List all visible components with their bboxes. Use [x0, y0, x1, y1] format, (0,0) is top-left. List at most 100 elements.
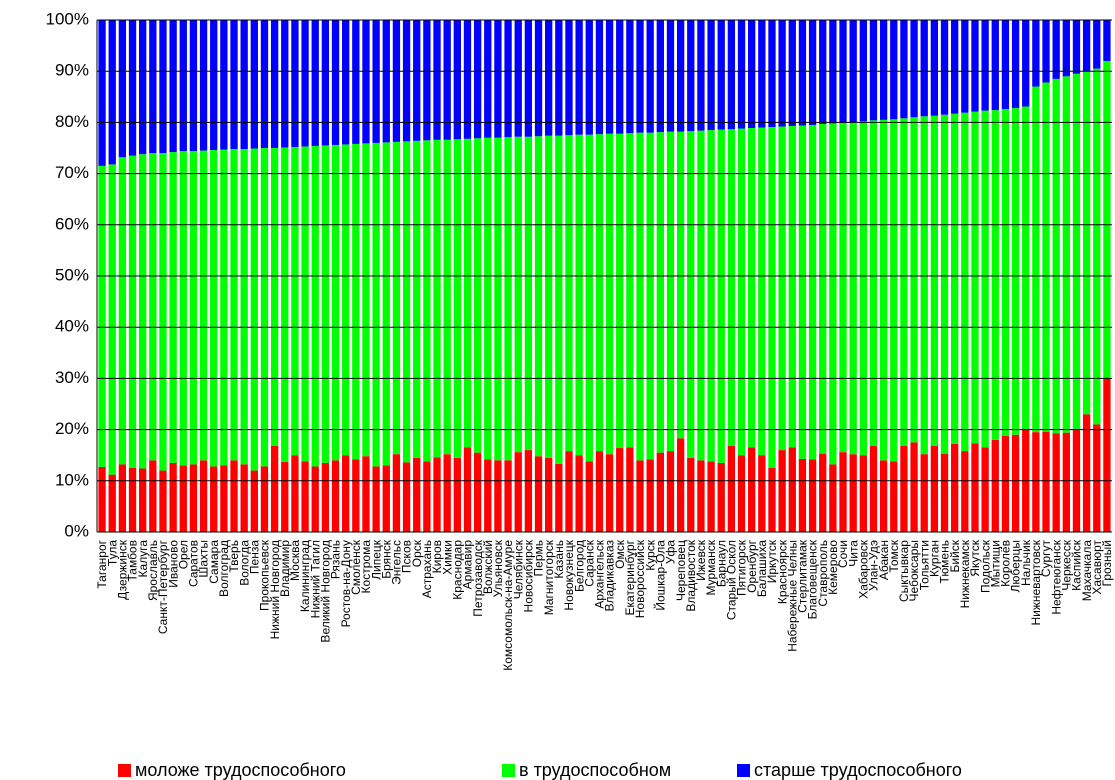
bar-segment: [961, 112, 969, 452]
bar-segment: [951, 20, 959, 114]
bar-segment: [555, 135, 563, 464]
x-tick-label: Томск: [887, 539, 901, 572]
bar-segment: [605, 454, 614, 532]
bar-segment: [768, 20, 776, 128]
bar-segment: [433, 457, 441, 532]
bar-segment: [453, 20, 461, 140]
x-tick-label: Сочи: [836, 540, 850, 568]
x-tick-label: Москва: [288, 540, 302, 581]
x-tick-label: Владивосток: [684, 539, 698, 611]
bar-segment: [494, 137, 502, 461]
x-tick-label: Хабаровск: [856, 539, 870, 599]
x-tick-label: Екатеринбург: [623, 539, 637, 615]
x-tick-label: Пятигорск: [735, 539, 749, 596]
bar-segment: [463, 447, 472, 532]
bar-segment: [301, 461, 309, 532]
bar-segment: [484, 459, 492, 532]
x-tick-label: Калининград: [298, 540, 312, 612]
bar-segment: [687, 131, 695, 458]
bar-segment: [524, 450, 533, 532]
bar-segment: [768, 468, 776, 532]
bar-segment: [372, 20, 380, 143]
bar-segment: [1082, 414, 1091, 532]
x-tick-label: Ижевск: [694, 539, 708, 581]
x-tick-label: Таганрог: [95, 539, 109, 588]
bar-segment: [372, 142, 380, 467]
bar-segment: [443, 454, 451, 532]
bar-segment: [199, 150, 208, 461]
x-tick-label: Казань: [552, 540, 566, 579]
bar-segment: [1052, 78, 1060, 434]
x-tick-label: Петрозаводск: [471, 539, 485, 616]
bar-segment: [869, 120, 878, 446]
bar-segment: [1032, 86, 1040, 433]
x-tick-label: Мытищи: [988, 540, 1002, 587]
bar-segment: [149, 20, 157, 154]
bar-segment: [1011, 108, 1020, 435]
bar-segment: [778, 450, 786, 532]
x-tick-label: Абакан: [877, 540, 891, 580]
x-tick-label: Владикавказ: [603, 540, 617, 612]
bar-segment: [930, 20, 939, 116]
bar-segment: [768, 127, 776, 469]
bar-segment: [139, 468, 147, 532]
bar-segment: [616, 448, 624, 532]
legend-label: старше трудоспособного: [754, 760, 962, 780]
bar-segment: [595, 134, 604, 452]
bar-segment: [656, 452, 664, 532]
bar-segment: [839, 452, 847, 532]
bar-segment: [575, 20, 583, 135]
bar-segment: [646, 132, 654, 460]
bar-segment: [524, 136, 533, 451]
bar-segment: [819, 20, 827, 124]
bar-segment: [210, 466, 218, 532]
x-tick-label: Оренбург: [745, 539, 759, 592]
x-tick-label: Орск: [410, 539, 424, 567]
bar-segment: [260, 20, 269, 148]
bar-segment: [737, 455, 746, 532]
bar-segment: [656, 20, 664, 133]
x-tick-label: Новосибирск: [522, 539, 536, 612]
bar-segment: [829, 464, 837, 532]
bar-segment: [778, 20, 786, 127]
y-tick-label: 90%: [55, 61, 89, 80]
bar-segment: [352, 143, 360, 460]
x-tick-label: Улан-Удэ: [867, 540, 881, 591]
x-tick-label: Барнаул: [714, 540, 728, 587]
bar-segment: [118, 464, 127, 532]
x-tick-label: Саратов: [187, 540, 201, 587]
bar-segment: [331, 20, 340, 145]
legend-label: моложе трудоспособного: [135, 760, 346, 780]
x-tick-label: Тула: [105, 540, 119, 566]
x-tick-label: Нижний Новгород: [268, 540, 282, 639]
bar-segment: [545, 457, 553, 532]
bar-segment: [220, 149, 228, 466]
bar-segment: [727, 129, 736, 446]
bar-segment: [402, 462, 411, 532]
bar-segment: [636, 20, 644, 133]
bar-segment: [971, 443, 979, 532]
bar-segment: [250, 470, 258, 532]
bar-segment: [869, 20, 878, 121]
bar-segment: [565, 135, 573, 452]
y-tick-label: 40%: [55, 317, 89, 336]
bar-segment: [514, 136, 522, 453]
bar-segment: [808, 20, 817, 125]
bar-segment: [900, 20, 908, 119]
bar-segment: [687, 457, 695, 532]
y-tick-label: 30%: [55, 368, 89, 387]
bar-segment: [605, 133, 614, 455]
x-tick-label: Сургут: [1039, 539, 1053, 577]
x-tick-label: Магнитогорск: [542, 539, 556, 615]
bar-segment: [808, 124, 817, 460]
bar-segment: [910, 20, 918, 118]
bar-segment: [555, 20, 563, 136]
x-tick-label: Ульяновск: [491, 539, 505, 597]
bar-segment: [98, 20, 106, 166]
legend-swatch: [737, 764, 750, 777]
bar-segment: [839, 122, 847, 453]
bar-segment: [159, 153, 167, 471]
x-tick-label: Армавир: [461, 540, 475, 590]
bar-segment: [270, 20, 279, 148]
bar-segment: [484, 20, 492, 138]
